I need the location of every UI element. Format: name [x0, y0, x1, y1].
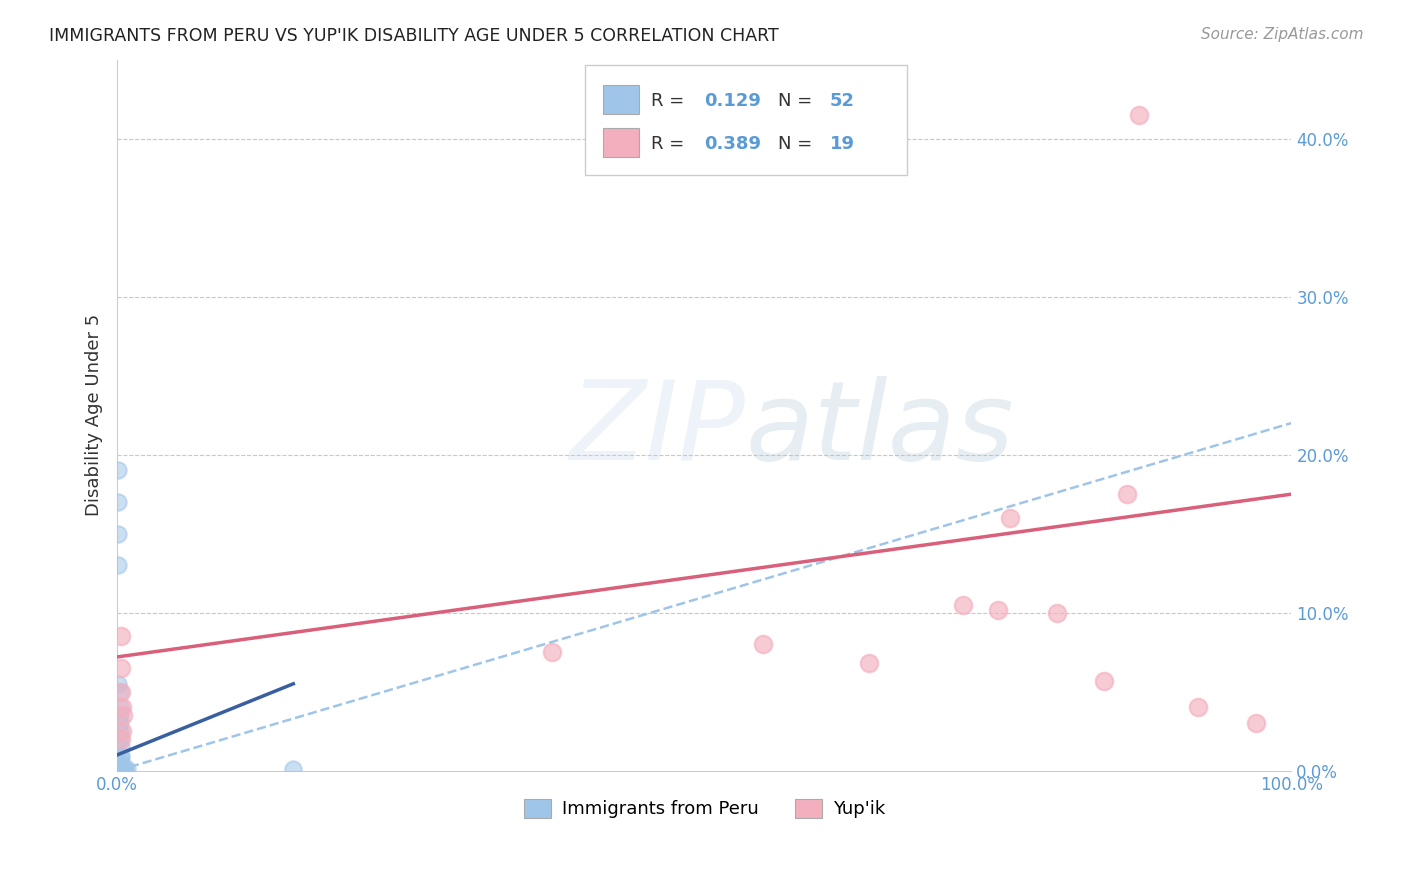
Point: [112, 762, 135, 776]
Point: [107, 463, 129, 477]
Point: [108, 700, 131, 714]
Point: [952, 598, 974, 612]
Point: [108, 762, 131, 776]
Text: 0.389: 0.389: [704, 135, 761, 153]
Text: N =: N =: [779, 92, 818, 110]
Point: [108, 684, 131, 698]
Point: [111, 762, 134, 776]
Point: [858, 657, 880, 671]
Point: [1116, 487, 1139, 501]
Text: 19: 19: [830, 135, 855, 153]
Point: [107, 762, 129, 776]
Point: [110, 747, 132, 762]
Point: [112, 762, 135, 776]
Point: [111, 724, 134, 739]
Point: [110, 751, 132, 765]
Point: [1244, 716, 1267, 731]
Point: [752, 637, 775, 651]
Point: [108, 724, 131, 739]
Point: [540, 645, 562, 659]
Point: [107, 762, 129, 776]
FancyBboxPatch shape: [603, 86, 638, 114]
Text: Source: ZipAtlas.com: Source: ZipAtlas.com: [1201, 27, 1364, 42]
Y-axis label: Disability Age Under 5: Disability Age Under 5: [86, 314, 103, 516]
Point: [107, 762, 129, 776]
Point: [107, 762, 129, 776]
Point: [107, 762, 129, 776]
Point: [998, 511, 1021, 525]
Text: R =: R =: [651, 135, 690, 153]
Point: [107, 526, 129, 541]
Point: [107, 762, 129, 776]
Point: [110, 756, 132, 770]
Point: [111, 759, 134, 773]
Point: [1128, 108, 1150, 122]
Point: [108, 732, 131, 747]
Point: [111, 762, 134, 776]
Point: [110, 684, 132, 698]
Point: [110, 757, 132, 772]
Text: 0.129: 0.129: [704, 92, 761, 110]
Text: ZIP: ZIP: [569, 376, 745, 483]
Point: [108, 762, 131, 776]
Point: [112, 762, 135, 776]
Point: [107, 762, 129, 776]
Point: [107, 762, 129, 776]
Legend: Immigrants from Peru, Yup'ik: Immigrants from Peru, Yup'ik: [516, 792, 891, 826]
Point: [115, 762, 138, 776]
Text: atlas: atlas: [745, 376, 1014, 483]
Point: [107, 762, 129, 776]
Point: [110, 762, 132, 776]
Point: [107, 762, 129, 776]
Point: [1045, 606, 1067, 620]
Point: [108, 708, 131, 723]
Point: [108, 762, 131, 776]
Point: [114, 762, 136, 776]
Point: [110, 732, 132, 747]
Point: [107, 677, 129, 691]
FancyBboxPatch shape: [585, 64, 907, 175]
Point: [1092, 673, 1115, 688]
Point: [110, 629, 132, 643]
Point: [107, 762, 129, 776]
Point: [108, 716, 131, 731]
Point: [112, 762, 135, 776]
Point: [107, 762, 129, 776]
FancyBboxPatch shape: [603, 128, 638, 157]
Point: [110, 739, 132, 754]
Point: [107, 558, 129, 573]
Point: [110, 762, 132, 776]
Point: [283, 762, 305, 776]
Point: [110, 762, 132, 776]
Point: [107, 762, 129, 776]
Point: [108, 762, 131, 776]
Point: [111, 700, 134, 714]
Text: R =: R =: [651, 92, 690, 110]
Point: [112, 762, 135, 776]
Point: [1187, 700, 1209, 714]
Point: [110, 661, 132, 675]
Text: 52: 52: [830, 92, 855, 110]
Point: [107, 762, 129, 776]
Point: [107, 495, 129, 509]
Text: N =: N =: [779, 135, 818, 153]
Point: [987, 602, 1010, 616]
Point: [112, 708, 135, 723]
Point: [107, 762, 129, 776]
Text: IMMIGRANTS FROM PERU VS YUP'IK DISABILITY AGE UNDER 5 CORRELATION CHART: IMMIGRANTS FROM PERU VS YUP'IK DISABILIT…: [49, 27, 779, 45]
Point: [107, 762, 129, 776]
Point: [107, 762, 129, 776]
Point: [111, 760, 134, 774]
